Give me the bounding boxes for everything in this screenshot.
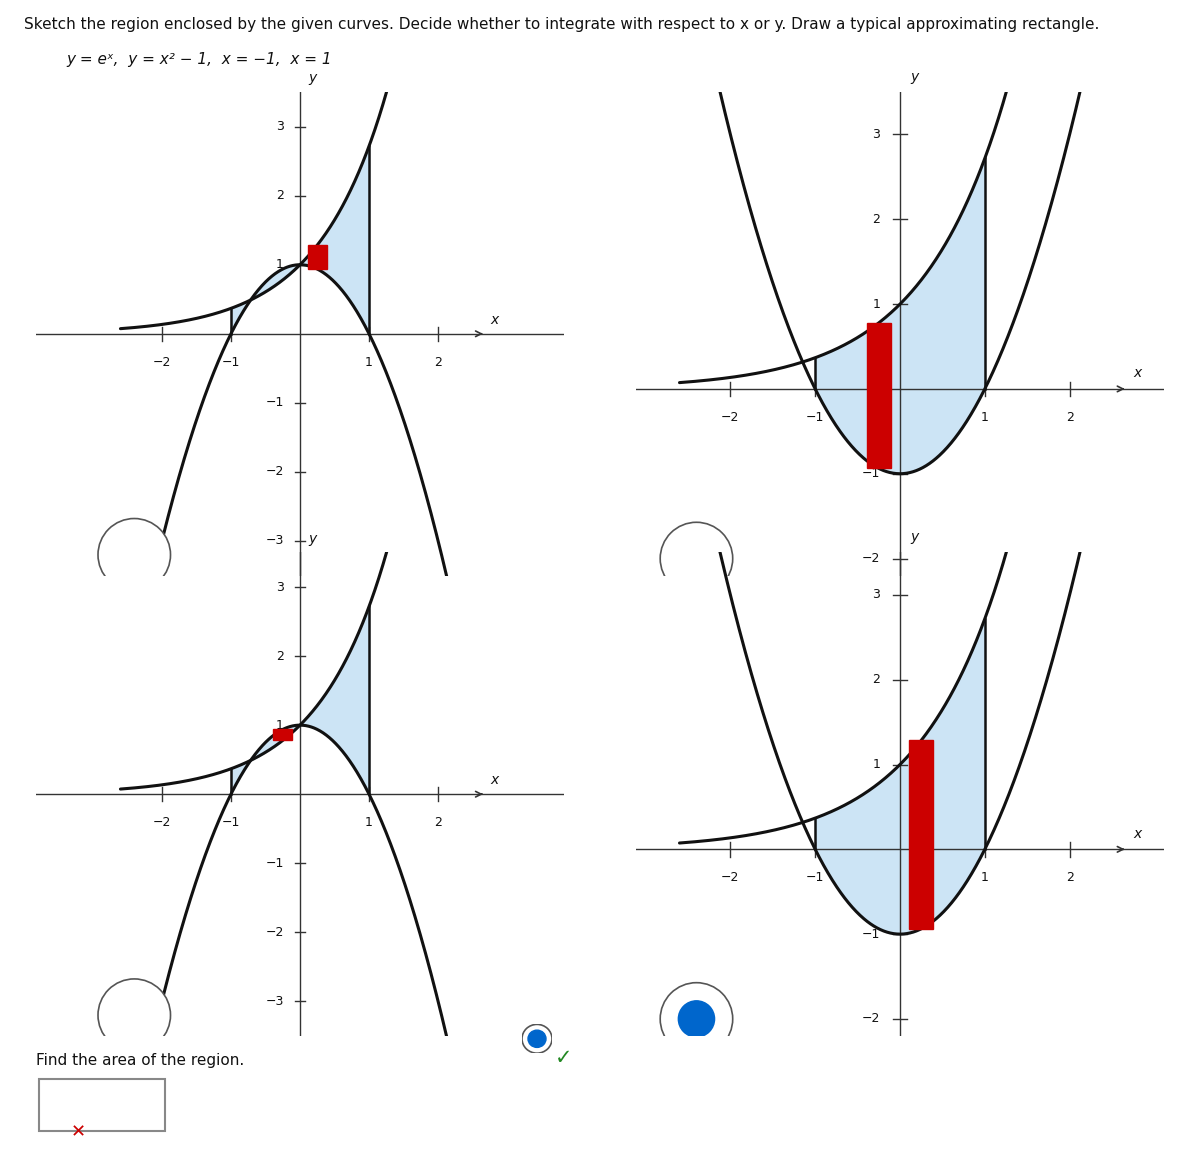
Text: 1: 1 (365, 356, 373, 368)
Circle shape (660, 523, 733, 595)
Circle shape (678, 1001, 714, 1037)
Text: x: x (490, 773, 498, 787)
FancyBboxPatch shape (38, 1080, 166, 1130)
Text: −2: −2 (862, 552, 880, 565)
Text: −2: −2 (265, 925, 284, 939)
Text: −1: −1 (806, 871, 824, 884)
Text: 1: 1 (276, 258, 284, 272)
Text: −2: −2 (152, 356, 172, 368)
Text: 2: 2 (276, 189, 284, 203)
Text: 2: 2 (1066, 871, 1074, 884)
Text: Find the area of the region.: Find the area of the region. (36, 1053, 245, 1068)
Text: −1: −1 (862, 928, 880, 940)
Text: −1: −1 (862, 467, 880, 480)
Text: x: x (1133, 826, 1141, 841)
Text: y: y (308, 71, 317, 85)
Circle shape (522, 1024, 552, 1053)
Text: −2: −2 (265, 465, 284, 479)
Text: −2: −2 (721, 871, 739, 884)
Text: 1: 1 (276, 718, 284, 732)
Circle shape (98, 519, 170, 592)
Circle shape (98, 978, 170, 1052)
Text: 1: 1 (872, 759, 880, 771)
Text: −1: −1 (806, 411, 824, 424)
Bar (910, 740, 934, 929)
Bar (274, 730, 293, 740)
Text: 1: 1 (365, 816, 373, 829)
Text: 1: 1 (872, 298, 880, 311)
Text: y = eˣ,  y = x² − 1,  x = −1,  x = 1: y = eˣ, y = x² − 1, x = −1, x = 1 (66, 52, 331, 67)
Text: x: x (490, 313, 498, 327)
Text: 3: 3 (276, 580, 284, 594)
Circle shape (528, 1030, 546, 1047)
Text: −3: −3 (265, 994, 284, 1008)
Text: 3: 3 (276, 120, 284, 134)
Text: −3: −3 (265, 534, 284, 548)
Text: −1: −1 (265, 856, 284, 870)
Text: −1: −1 (222, 356, 240, 368)
Text: y: y (910, 69, 918, 84)
Text: ✓: ✓ (556, 1049, 572, 1068)
Text: 2: 2 (1066, 411, 1074, 424)
Text: −2: −2 (152, 816, 172, 829)
Text: 2: 2 (434, 356, 442, 368)
Bar (307, 245, 326, 269)
Text: 2: 2 (434, 816, 442, 829)
Text: 3: 3 (872, 128, 880, 140)
Text: y: y (910, 529, 918, 544)
Text: 1: 1 (980, 411, 989, 424)
Text: 2: 2 (872, 673, 880, 686)
Text: ✕: ✕ (71, 1123, 85, 1142)
Text: −1: −1 (265, 396, 284, 410)
Text: −1: −1 (222, 816, 240, 829)
Circle shape (660, 983, 733, 1055)
Text: 3: 3 (872, 588, 880, 601)
Text: 1: 1 (980, 871, 989, 884)
Bar (866, 323, 890, 468)
Text: Sketch the region enclosed by the given curves. Decide whether to integrate with: Sketch the region enclosed by the given … (24, 17, 1099, 32)
Text: 2: 2 (276, 649, 284, 663)
Text: y: y (308, 532, 317, 546)
Text: 2: 2 (872, 213, 880, 226)
Text: x: x (1133, 366, 1141, 381)
Text: −2: −2 (721, 411, 739, 424)
Text: −2: −2 (862, 1013, 880, 1026)
